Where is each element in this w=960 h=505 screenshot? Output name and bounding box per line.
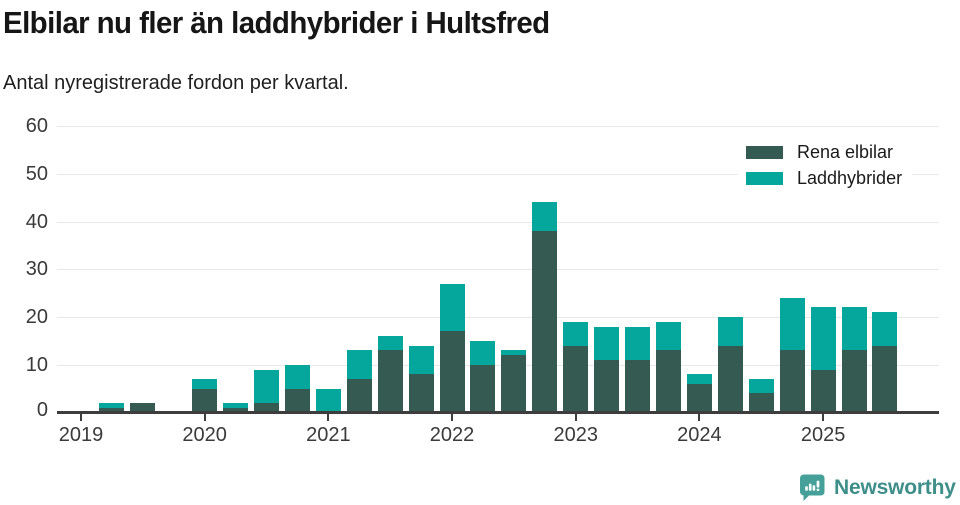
gridline-y-20 [57, 317, 939, 318]
bar-2021-Q3-laddhybrider [377, 336, 403, 351]
newsworthy-logo-icon [800, 474, 825, 501]
bar-2020-Q2-rena-elbilar [223, 407, 249, 413]
x-axis-label-2023: 2023 [553, 423, 598, 446]
x-axis-tick-2019 [80, 414, 82, 421]
bar-2023-Q4-laddhybrider [655, 321, 681, 351]
legend-item-rena-elbilar: Rena elbilar [746, 143, 902, 162]
bar-2025-Q3-laddhybrider [872, 312, 898, 346]
bar-2022-Q2-laddhybrider [470, 340, 496, 365]
x-axis-tick-2022 [451, 414, 454, 421]
x-axis-label-2019: 2019 [58, 423, 104, 446]
gridline-y-60 [57, 126, 939, 127]
x-axis-tick-2021 [327, 414, 330, 421]
bar-2024-Q3-laddhybrider [748, 379, 774, 394]
x-axis-line [57, 411, 939, 414]
legend-item-laddhybrider: Laddhybrider [746, 169, 902, 188]
bar-2023-Q3-laddhybrider [625, 326, 651, 360]
bar-2023-Q3-rena-elbilar [625, 359, 651, 413]
chart-subtitle: Antal nyregistrerade fordon per kvartal. [3, 72, 349, 94]
bar-2025-Q3-rena-elbilar [872, 345, 898, 413]
chart-title: Elbilar nu fler än laddhybrider i Hultsf… [3, 5, 550, 40]
x-axis-label-2024: 2024 [677, 423, 722, 446]
x-axis-tick-2024 [698, 414, 701, 421]
brand-name: Newsworthy [834, 475, 956, 499]
brand-footer: Newsworthy [799, 473, 956, 502]
bar-2023-Q1-rena-elbilar [563, 345, 589, 413]
bar-2021-Q2-laddhybrider [346, 350, 372, 380]
y-axis-label-30: 30 [25, 258, 48, 281]
bar-2024-Q2-laddhybrider [717, 317, 743, 346]
bar-2025-Q1-rena-elbilar [810, 369, 836, 413]
bar-2020-Q1-laddhybrider [192, 379, 218, 389]
bar-2022-Q1-laddhybrider [439, 283, 465, 332]
bar-2025-Q1-laddhybrider [810, 307, 836, 370]
bar-2023-Q2-laddhybrider [594, 326, 620, 360]
bar-2020-Q4-rena-elbilar [284, 388, 310, 413]
gridline-y-30 [57, 269, 939, 271]
x-axis-tick-2023 [574, 414, 577, 421]
bar-2019-Q2-laddhybrider [99, 402, 125, 408]
gridline-y-10 [57, 364, 939, 366]
bar-2022-Q2-rena-elbilar [470, 364, 496, 413]
legend-swatch [746, 172, 783, 185]
bar-2021-Q4-rena-elbilar [408, 374, 434, 413]
bar-2023-Q1-laddhybrider [563, 321, 589, 346]
bar-2020-Q4-laddhybrider [284, 364, 310, 389]
legend: Rena elbilar Laddhybrider [738, 139, 913, 192]
y-axis-label-10: 10 [25, 353, 48, 376]
x-axis-label-2025: 2025 [800, 423, 846, 446]
bar-2024-Q3-rena-elbilar [748, 393, 774, 413]
gridline-y-40 [57, 221, 939, 223]
gridline-y-50 [57, 173, 939, 175]
bar-2021-Q4-laddhybrider [408, 345, 434, 375]
legend-label: Laddhybrider [797, 168, 903, 188]
bar-2019-Q2-rena-elbilar [99, 407, 125, 413]
bar-2020-Q1-rena-elbilar [192, 388, 218, 413]
legend-label: Rena elbilar [797, 142, 894, 162]
y-axis-label-40: 40 [25, 210, 48, 233]
bar-2020-Q3-laddhybrider [254, 369, 280, 403]
y-axis-label-50: 50 [25, 162, 48, 185]
bar-2025-Q2-laddhybrider [841, 307, 867, 351]
bar-2025-Q2-rena-elbilar [841, 350, 867, 413]
bar-2020-Q3-rena-elbilar [254, 402, 280, 413]
bar-2020-Q2-laddhybrider [223, 402, 249, 408]
x-axis-label-2021: 2021 [306, 423, 351, 446]
bar-2022-Q4-rena-elbilar [532, 231, 558, 413]
y-axis-label-0: 0 [36, 398, 48, 421]
bar-2024-Q4-laddhybrider [779, 297, 805, 351]
bar-2022-Q3-rena-elbilar [501, 355, 527, 413]
bar-2021-Q3-rena-elbilar [377, 350, 403, 413]
x-axis-label-2022: 2022 [429, 423, 475, 446]
bar-2021-Q2-rena-elbilar [346, 379, 372, 413]
bar-2024-Q2-rena-elbilar [717, 345, 743, 413]
x-axis-tick-2025 [822, 414, 825, 421]
x-axis-tick-2020 [203, 414, 206, 421]
bar-2023-Q4-rena-elbilar [655, 350, 681, 413]
bar-2021-Q1-laddhybrider [315, 388, 341, 413]
y-axis-label-20: 20 [25, 306, 48, 328]
legend-swatch [746, 146, 783, 159]
bar-2022-Q1-rena-elbilar [439, 331, 465, 413]
bar-2024-Q1-rena-elbilar [686, 383, 712, 413]
y-axis-label-60: 60 [25, 115, 48, 137]
bar-2022-Q3-laddhybrider [501, 350, 527, 356]
bar-2019-Q3-rena-elbilar [130, 402, 156, 413]
x-axis-label-2020: 2020 [182, 423, 227, 446]
bar-2022-Q4-laddhybrider [532, 202, 558, 232]
bar-2023-Q2-rena-elbilar [594, 359, 620, 413]
bar-2024-Q1-laddhybrider [686, 374, 712, 384]
bar-2024-Q4-rena-elbilar [779, 350, 805, 413]
